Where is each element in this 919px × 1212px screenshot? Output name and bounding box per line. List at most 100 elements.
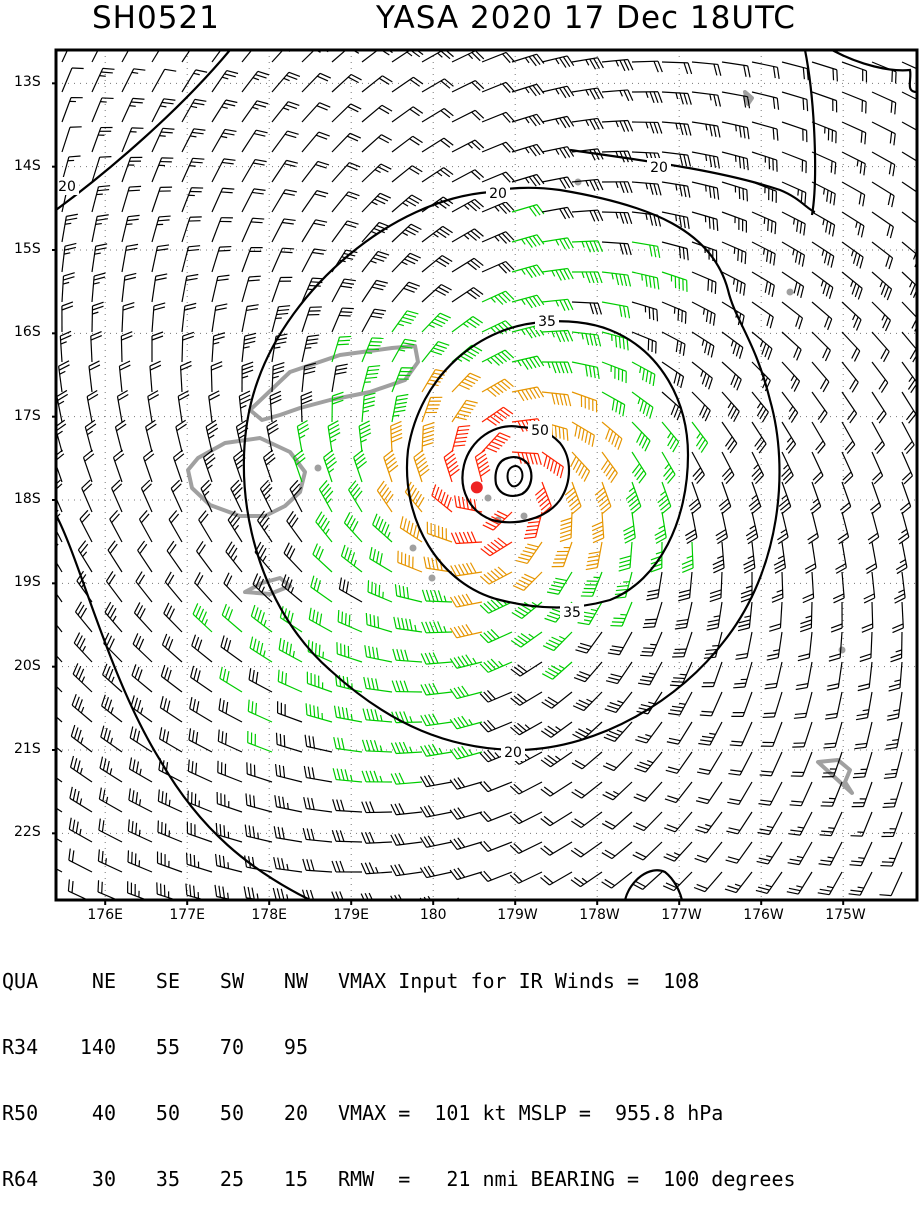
wind-barb bbox=[722, 212, 746, 233]
wind-barb bbox=[685, 512, 697, 544]
wind-barb bbox=[242, 276, 261, 302]
wind-barb bbox=[92, 98, 114, 122]
wind-barb bbox=[854, 722, 872, 749]
wind-barb bbox=[452, 199, 484, 212]
wind-barb bbox=[176, 420, 187, 452]
wind-barb bbox=[248, 700, 272, 722]
wind-barb bbox=[842, 422, 855, 454]
wind-barb bbox=[602, 242, 631, 255]
wind-barb bbox=[302, 103, 330, 122]
wind-barb bbox=[842, 272, 862, 299]
wind-barb bbox=[62, 98, 83, 122]
wind-barb bbox=[829, 632, 842, 661]
wind-barb bbox=[482, 142, 514, 152]
wind-barb bbox=[392, 136, 423, 152]
wind-barb bbox=[513, 572, 542, 590]
wind-barb bbox=[71, 756, 92, 782]
wind-barb bbox=[757, 812, 782, 835]
wind-barb bbox=[136, 572, 152, 602]
wind-barb bbox=[40, 817, 62, 842]
wind-barb bbox=[370, 547, 392, 572]
wind-barb bbox=[152, 128, 174, 152]
wind-barb bbox=[92, 302, 104, 332]
wind-barb bbox=[303, 828, 332, 842]
wind-barb bbox=[362, 222, 390, 242]
wind-barb bbox=[623, 512, 635, 543]
wind-barb bbox=[602, 90, 633, 101]
wind-barb bbox=[692, 122, 720, 137]
wind-barb bbox=[512, 235, 544, 248]
wind-barb bbox=[790, 782, 812, 806]
wind-barb bbox=[398, 551, 422, 572]
wind-barb bbox=[275, 795, 302, 812]
wind-barb bbox=[853, 752, 872, 778]
wind-barb bbox=[542, 207, 573, 219]
wind-barb bbox=[395, 584, 422, 602]
wind-barb bbox=[391, 773, 422, 784]
wind-barb bbox=[541, 722, 572, 737]
wind-barb bbox=[535, 482, 551, 514]
wind-barb bbox=[362, 393, 376, 422]
wind-barb bbox=[70, 787, 92, 812]
wind-barb bbox=[540, 902, 572, 915]
r64-sw: 25 bbox=[180, 1168, 244, 1190]
wind-barb bbox=[572, 58, 603, 70]
wind-barb bbox=[40, 786, 62, 812]
wind-barb bbox=[573, 692, 602, 711]
wind-barb bbox=[217, 792, 242, 812]
wind-barb bbox=[152, 274, 167, 302]
wind-barb bbox=[541, 812, 572, 826]
wind-barb bbox=[726, 812, 752, 834]
wind-barb bbox=[798, 632, 812, 661]
wind-barb bbox=[122, 244, 138, 272]
wind-barb bbox=[420, 805, 452, 817]
wind-barb bbox=[872, 212, 893, 238]
wind-barb bbox=[332, 308, 354, 332]
wind-barb bbox=[192, 635, 212, 662]
wind-barb bbox=[112, 480, 122, 512]
wind-barb bbox=[113, 450, 123, 482]
wind-barb bbox=[222, 604, 242, 632]
wind-barb bbox=[634, 752, 662, 772]
wind-barb bbox=[752, 212, 776, 234]
wind-barb bbox=[62, 302, 73, 332]
wind-barb bbox=[894, 572, 905, 603]
wind-barb bbox=[602, 302, 630, 318]
wind-barb bbox=[482, 232, 514, 244]
wind-barb bbox=[422, 342, 449, 362]
wind-barb bbox=[332, 221, 359, 242]
r50-sw: 50 bbox=[180, 1102, 244, 1124]
wind-barb bbox=[812, 62, 837, 81]
lat-label: 22S bbox=[14, 824, 41, 840]
island-dot bbox=[787, 289, 794, 296]
wind-barb bbox=[191, 666, 212, 692]
wind-barb bbox=[319, 480, 333, 512]
wind-barb bbox=[752, 92, 779, 110]
wind-barb bbox=[421, 775, 452, 787]
wind-barb bbox=[422, 590, 452, 602]
wind-barb bbox=[302, 220, 327, 242]
wind-barb bbox=[482, 291, 514, 304]
wind-speed-contour bbox=[407, 321, 688, 607]
wind-barb bbox=[541, 842, 572, 855]
wind-barb bbox=[480, 659, 512, 672]
wind-barb bbox=[452, 258, 483, 272]
wind-barb bbox=[450, 686, 482, 699]
wind-barb bbox=[632, 92, 662, 103]
wind-barb bbox=[302, 191, 328, 212]
wind-barb bbox=[216, 854, 242, 872]
wind-barb bbox=[665, 782, 692, 803]
wind-barb bbox=[344, 512, 362, 542]
wind-barb bbox=[542, 147, 574, 159]
r50-se: 50 bbox=[116, 1102, 180, 1124]
wind-barb bbox=[602, 272, 631, 286]
wind-barb bbox=[542, 86, 574, 98]
wind-barb bbox=[422, 226, 453, 242]
wind-barb bbox=[391, 742, 422, 753]
wind-barb bbox=[662, 452, 675, 483]
wind-barb bbox=[572, 422, 594, 447]
wind-barb bbox=[632, 452, 646, 483]
wind-barb bbox=[632, 272, 659, 289]
wind-barb bbox=[692, 152, 719, 169]
wind-barb bbox=[542, 362, 572, 373]
